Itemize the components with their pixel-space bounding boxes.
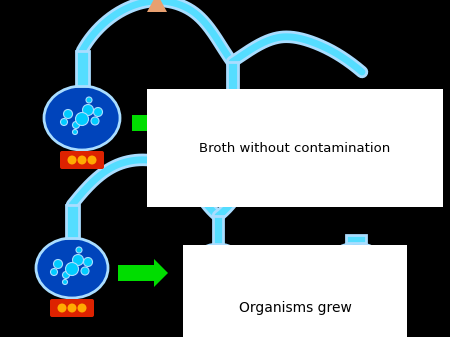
- Circle shape: [58, 304, 67, 312]
- Circle shape: [91, 117, 99, 125]
- Circle shape: [76, 247, 82, 253]
- Ellipse shape: [362, 268, 372, 276]
- Circle shape: [77, 304, 86, 312]
- FancyBboxPatch shape: [76, 51, 89, 86]
- FancyBboxPatch shape: [66, 205, 78, 238]
- Circle shape: [63, 110, 72, 119]
- Circle shape: [84, 257, 93, 267]
- Circle shape: [72, 129, 77, 134]
- Polygon shape: [118, 259, 168, 287]
- Ellipse shape: [44, 86, 120, 150]
- Circle shape: [72, 254, 84, 266]
- Circle shape: [66, 263, 78, 276]
- FancyBboxPatch shape: [60, 151, 104, 169]
- Ellipse shape: [341, 262, 351, 267]
- Ellipse shape: [364, 264, 374, 269]
- Polygon shape: [132, 109, 187, 137]
- Circle shape: [72, 122, 80, 128]
- Text: Broth without contamination: Broth without contamination: [199, 142, 391, 154]
- Circle shape: [60, 119, 68, 125]
- Ellipse shape: [360, 258, 370, 264]
- Circle shape: [54, 259, 63, 269]
- Circle shape: [87, 155, 96, 164]
- Circle shape: [81, 267, 89, 275]
- Circle shape: [77, 155, 86, 164]
- Circle shape: [82, 104, 94, 116]
- Circle shape: [68, 304, 76, 312]
- Ellipse shape: [343, 272, 353, 278]
- FancyBboxPatch shape: [346, 235, 366, 243]
- Ellipse shape: [202, 92, 262, 144]
- Circle shape: [50, 269, 58, 276]
- Circle shape: [94, 108, 103, 117]
- Ellipse shape: [326, 243, 386, 293]
- Circle shape: [76, 113, 89, 125]
- Ellipse shape: [348, 254, 358, 260]
- Polygon shape: [296, 158, 316, 171]
- Ellipse shape: [190, 244, 246, 292]
- Circle shape: [63, 272, 69, 278]
- Ellipse shape: [354, 274, 364, 280]
- Polygon shape: [296, 145, 316, 158]
- Polygon shape: [260, 259, 310, 287]
- Circle shape: [68, 155, 76, 164]
- Ellipse shape: [356, 267, 364, 275]
- Circle shape: [63, 279, 68, 284]
- FancyBboxPatch shape: [213, 216, 223, 244]
- FancyBboxPatch shape: [50, 299, 94, 317]
- Ellipse shape: [350, 277, 360, 283]
- Polygon shape: [147, 0, 167, 12]
- Text: Organisms grew: Organisms grew: [238, 301, 351, 315]
- FancyBboxPatch shape: [226, 62, 238, 92]
- Circle shape: [86, 97, 92, 103]
- Ellipse shape: [36, 238, 108, 298]
